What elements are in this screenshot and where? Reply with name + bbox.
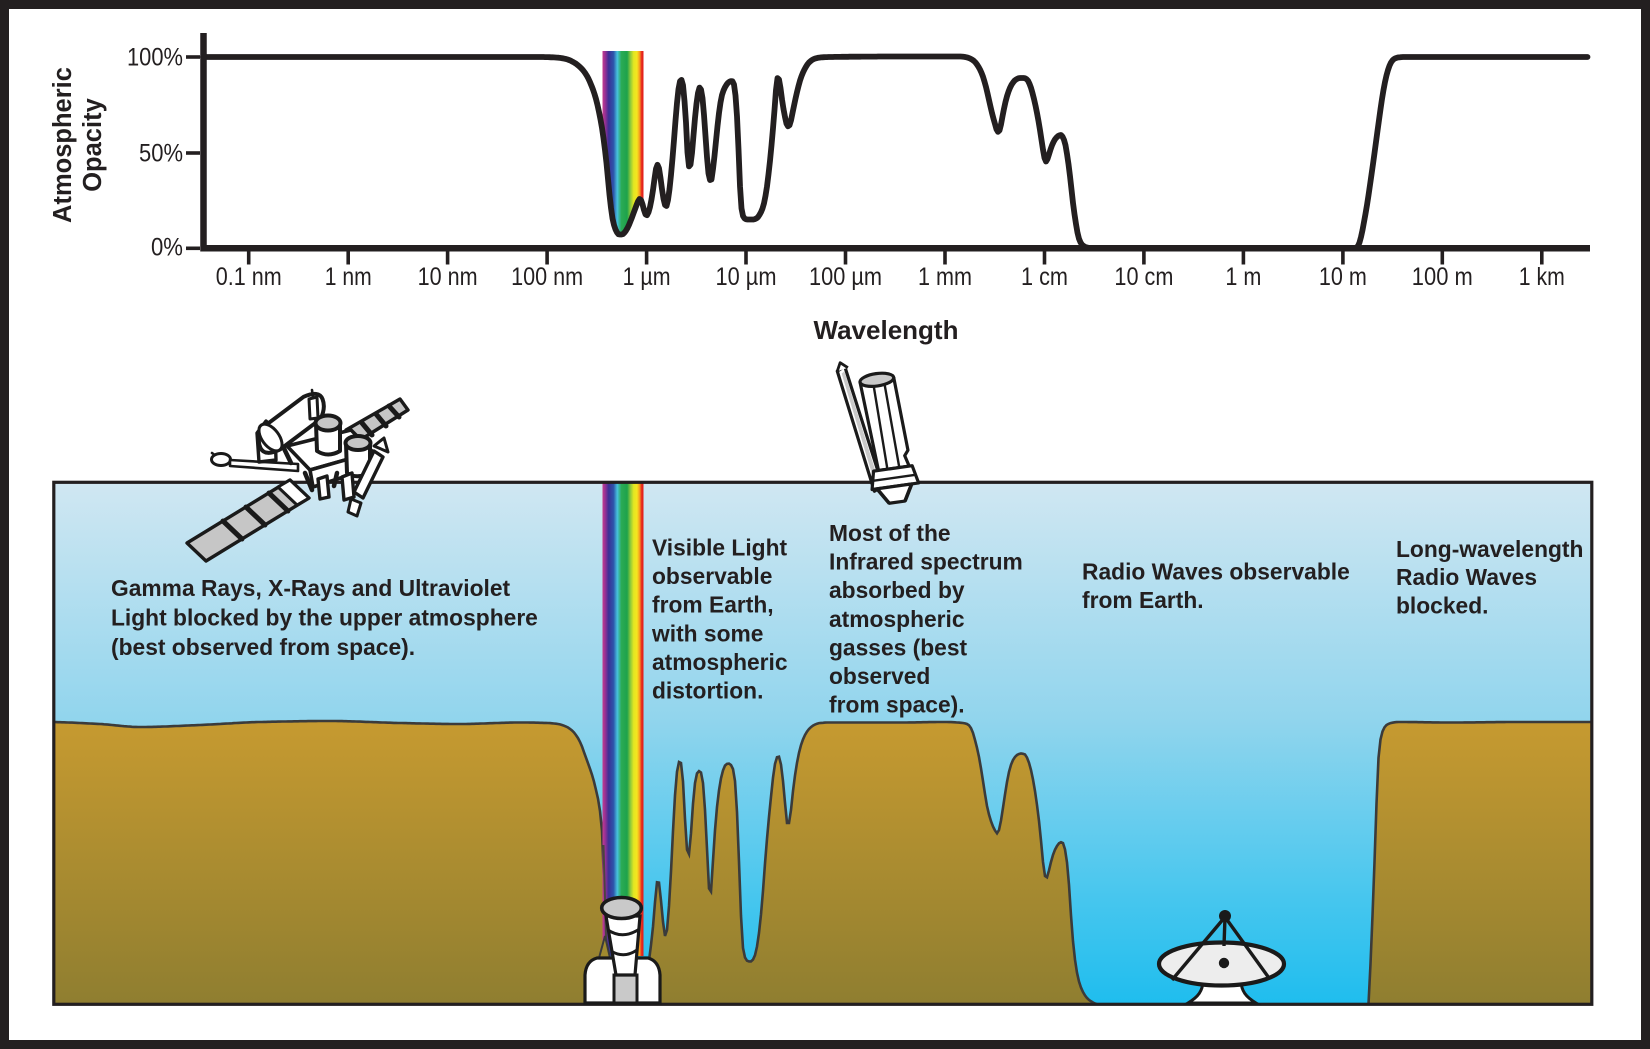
svg-text:Radio Waves observable: Radio Waves observable [1082,559,1350,585]
svg-text:50%: 50% [139,140,183,168]
svg-text:from space).: from space). [829,692,965,718]
svg-text:100%: 100% [127,44,183,72]
svg-text:with some: with some [651,621,763,647]
svg-text:1 cm: 1 cm [1021,263,1068,291]
svg-text:blocked.: blocked. [1396,593,1488,619]
svg-text:Radio Waves: Radio Waves [1396,564,1537,590]
svg-text:1 mm: 1 mm [918,263,972,291]
svg-text:100 m: 100 m [1412,263,1473,291]
svg-text:Atmospheric: Atmospheric [49,67,77,223]
svg-text:(best observed from space).: (best observed from space). [111,634,415,660]
svg-text:observed: observed [829,663,930,689]
svg-text:1 m: 1 m [1225,263,1261,291]
svg-text:gasses (best: gasses (best [829,635,968,661]
svg-text:Most of the: Most of the [829,520,951,546]
svg-text:Gamma Rays, X-Rays and Ultravi: Gamma Rays, X-Rays and Ultraviolet [111,575,511,601]
svg-text:10 cm: 10 cm [1114,263,1173,291]
svg-text:distortion.: distortion. [652,678,763,704]
svg-text:10 m: 10 m [1319,263,1367,291]
svg-text:atmospheric: atmospheric [829,606,965,632]
svg-text:1 km: 1 km [1519,263,1565,291]
svg-text:100 µm: 100 µm [809,263,882,291]
svg-text:10 µm: 10 µm [716,263,777,291]
svg-text:Infrared spectrum: Infrared spectrum [829,549,1023,575]
svg-text:10 nm: 10 nm [418,263,478,291]
svg-text:Light blocked by the upper atm: Light blocked by the upper atmosphere [111,605,538,631]
svg-text:absorbed by: absorbed by [829,577,965,603]
svg-text:Opacity: Opacity [79,97,107,191]
svg-text:atmospheric: atmospheric [652,649,788,675]
svg-text:1 µm: 1 µm [623,263,671,291]
svg-text:Visible Light: Visible Light [652,535,788,561]
svg-text:Wavelength: Wavelength [814,315,959,345]
svg-text:100 nm: 100 nm [511,263,583,291]
svg-text:1 nm: 1 nm [325,263,372,291]
svg-text:observable: observable [652,563,772,589]
svg-text:Long-wavelength: Long-wavelength [1396,536,1583,562]
svg-text:0.1 nm: 0.1 nm [216,263,282,291]
svg-text:0%: 0% [151,234,183,262]
svg-text:from Earth,: from Earth, [652,592,774,618]
svg-text:from Earth.: from Earth. [1082,587,1204,613]
